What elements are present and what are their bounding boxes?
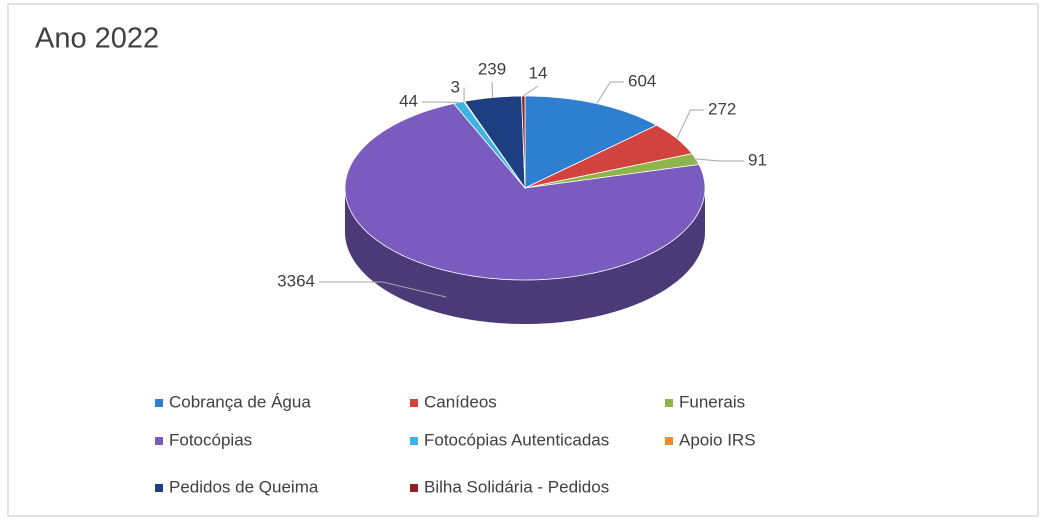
legend-swatch: [410, 484, 418, 492]
slice: [524, 124, 693, 189]
data-label: 604: [628, 71, 656, 90]
slice: [344, 103, 706, 281]
slice: [524, 153, 700, 189]
leader-line: [695, 158, 744, 162]
chart-title: Ano 2022: [35, 23, 159, 55]
data-label: 14: [529, 63, 548, 82]
legend-swatch: [155, 399, 163, 407]
data-label: 3: [451, 77, 460, 96]
legend-label: Bilha Solidária - Pedidos: [424, 477, 609, 496]
leader-line: [491, 81, 494, 98]
leader-line: [596, 81, 624, 104]
legend-label: Apoio IRS: [679, 430, 756, 449]
data-label: 44: [399, 91, 418, 110]
leader-line: [319, 281, 447, 298]
legend-swatch: [155, 437, 163, 445]
legend-swatch: [410, 399, 418, 407]
legend-swatch: [665, 437, 673, 445]
data-label: 3364: [277, 271, 315, 290]
legend-swatch: [665, 399, 673, 407]
data-label: 91: [748, 150, 767, 169]
legend-label: Canídeos: [424, 392, 497, 411]
legend-swatch: [155, 484, 163, 492]
slice: [524, 95, 658, 189]
legend-label: Fotocópias Autenticadas: [424, 430, 609, 449]
slice: [463, 95, 526, 190]
leader-line: [523, 85, 539, 97]
legend-label: Funerais: [679, 392, 745, 411]
legend-label: Pedidos de Queima: [169, 477, 319, 496]
legend-swatch: [410, 437, 418, 445]
data-label: 239: [478, 59, 506, 78]
leader-line: [676, 109, 704, 139]
legend-label: Cobrança de Água: [169, 392, 311, 411]
data-label: 272: [708, 99, 736, 118]
legend-label: Fotocópias: [169, 430, 252, 449]
slice-side: [345, 188, 705, 324]
